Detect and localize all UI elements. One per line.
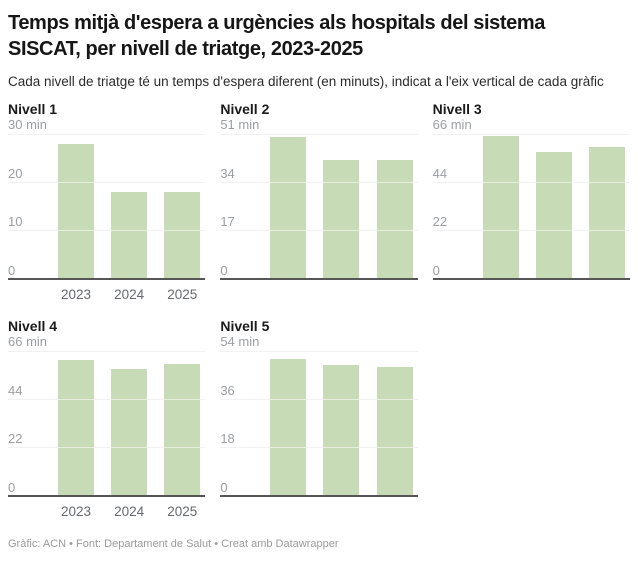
bars-group bbox=[270, 134, 413, 280]
page-title-line1: Temps mitjà d'espera a urgències als hos… bbox=[8, 12, 545, 34]
plot-area-nivell-2: 0 17 34 51 min bbox=[220, 117, 418, 280]
y-tick-label-17: 17 bbox=[220, 214, 235, 229]
x-label-slot: 2025 bbox=[164, 280, 200, 303]
y-tick-label-18: 18 bbox=[220, 431, 235, 446]
bars-group bbox=[58, 351, 201, 497]
x-tick-label-2025: 2025 bbox=[167, 504, 198, 519]
y-tick-label-20: 20 bbox=[8, 166, 23, 181]
bar-2025 bbox=[376, 159, 413, 280]
bar-2025 bbox=[164, 364, 201, 497]
gridline-overlay-22 bbox=[432, 230, 630, 231]
chart-panel-title: Nivell 1 bbox=[8, 101, 58, 117]
x-label-slot: 2023 bbox=[58, 497, 94, 520]
bar-2024 bbox=[535, 151, 572, 280]
y-tick-label-34: 34 bbox=[220, 166, 235, 181]
y-tick-label-0: 0 bbox=[220, 263, 228, 278]
x-axis-baseline bbox=[8, 278, 206, 280]
chart-panel-title: Nivell 2 bbox=[220, 101, 270, 117]
x-tick-label-2024: 2024 bbox=[114, 287, 145, 302]
gridline-overlay-10 bbox=[8, 230, 206, 231]
gridline-overlay-54 bbox=[220, 351, 418, 352]
y-tick-label-0: 0 bbox=[8, 480, 16, 495]
gridline-overlay-44 bbox=[8, 399, 206, 400]
bars-group bbox=[482, 134, 625, 280]
attribution-footer: Gràfic: ACN • Font: Departament de Salut… bbox=[8, 538, 339, 550]
gridline-overlay-30 bbox=[8, 134, 206, 135]
chart-panel-title: Nivell 5 bbox=[220, 318, 270, 334]
gridline-overlay-22 bbox=[8, 447, 206, 448]
y-tick-label-0: 0 bbox=[220, 480, 228, 495]
y-tick-label-22: 22 bbox=[8, 431, 23, 446]
y-tick-label-10: 10 bbox=[8, 214, 23, 229]
chart-panel-nivell-3: Nivell 3 0 22 44 66 min bbox=[432, 101, 630, 280]
bar-2025 bbox=[376, 367, 413, 497]
x-axis-baseline bbox=[8, 495, 206, 497]
x-tick-label-2024: 2024 bbox=[114, 504, 145, 519]
bar-2025 bbox=[588, 147, 625, 280]
y-tick-label-54: 54 min bbox=[220, 334, 260, 349]
bar-2023 bbox=[58, 143, 94, 280]
gridline-overlay-36 bbox=[220, 399, 418, 400]
y-tick-label-66: 66 min bbox=[432, 117, 472, 132]
chart-panel-nivell-2: Nivell 2 0 17 34 51 min bbox=[220, 101, 418, 280]
chart-panel-title: Nivell 3 bbox=[432, 101, 482, 117]
bar-2023 bbox=[482, 136, 519, 280]
gridline-overlay-51 bbox=[220, 134, 418, 135]
x-label-slot: 2024 bbox=[111, 280, 147, 303]
bar-2024 bbox=[323, 159, 360, 280]
y-tick-label-36: 36 bbox=[220, 383, 235, 398]
gridline-overlay-66 bbox=[432, 134, 630, 135]
y-tick-label-0: 0 bbox=[8, 263, 16, 278]
x-axis-labels: 2023 2024 2025 bbox=[58, 280, 200, 303]
plot-area-nivell-1: 0 10 20 30 min 2023 2024 2025 bbox=[8, 117, 206, 302]
plot-area-nivell-5: 0 18 36 54 min bbox=[220, 334, 418, 497]
chart-panel-nivell-4: Nivell 4 0 22 44 66 min 2023 2024 2025 bbox=[8, 318, 206, 519]
x-tick-label-2023: 2023 bbox=[60, 504, 92, 519]
x-axis-labels: 2023 2024 2025 bbox=[58, 497, 200, 520]
gridline-overlay-34 bbox=[220, 182, 418, 183]
x-axis-baseline bbox=[432, 278, 630, 280]
page-subtitle: Cada nivell de triatge té un temps d'esp… bbox=[8, 74, 604, 89]
page-title: Temps mitjà d'espera a urgències als hos… bbox=[8, 10, 630, 62]
y-tick-label-30: 30 min bbox=[8, 117, 48, 132]
chart-page: Temps mitjà d'espera a urgències als hos… bbox=[8, 10, 630, 550]
bars-group bbox=[58, 134, 201, 280]
gridline-overlay-17 bbox=[220, 230, 418, 231]
y-tick-label-0: 0 bbox=[432, 263, 440, 278]
y-tick-label-51: 51 min bbox=[220, 117, 260, 132]
x-label-slot: 2024 bbox=[111, 497, 147, 520]
gridline-overlay-44 bbox=[432, 182, 630, 183]
chart-panel-nivell-1: Nivell 1 0 10 20 30 min 2023 2024 2025 bbox=[8, 101, 206, 302]
y-tick-label-44: 44 bbox=[432, 166, 448, 181]
gridline-overlay-18 bbox=[220, 447, 418, 448]
x-axis-baseline bbox=[220, 278, 418, 280]
bars-group bbox=[270, 351, 413, 497]
bar-2023 bbox=[270, 136, 307, 280]
x-axis-baseline bbox=[220, 495, 418, 497]
bar-2024 bbox=[323, 364, 360, 497]
page-title-line2: SISCAT, per nivell de triatge, 2023-2025 bbox=[8, 38, 363, 60]
bar-2024 bbox=[111, 368, 148, 497]
x-tick-label-2023: 2023 bbox=[60, 287, 92, 302]
y-tick-label-22: 22 bbox=[432, 214, 448, 229]
bar-2023 bbox=[270, 359, 307, 497]
x-label-slot: 2025 bbox=[164, 497, 200, 520]
plot-area-nivell-3: 0 22 44 66 min bbox=[432, 117, 630, 280]
y-tick-label-44: 44 bbox=[8, 383, 23, 398]
x-tick-label-2025: 2025 bbox=[167, 287, 198, 302]
y-tick-label-66: 66 min bbox=[8, 334, 48, 349]
chart-panel-nivell-5: Nivell 5 0 18 36 54 min bbox=[220, 318, 418, 497]
x-label-slot: 2023 bbox=[58, 280, 94, 303]
chart-panel-title: Nivell 4 bbox=[8, 318, 58, 334]
bar-2023 bbox=[58, 359, 94, 497]
bar-2025 bbox=[164, 192, 201, 280]
bar-2024 bbox=[111, 192, 148, 280]
gridline-overlay-20 bbox=[8, 182, 206, 183]
plot-area-nivell-4: 0 22 44 66 min 2023 2024 2025 bbox=[8, 334, 206, 519]
gridline-overlay-66 bbox=[8, 351, 206, 352]
